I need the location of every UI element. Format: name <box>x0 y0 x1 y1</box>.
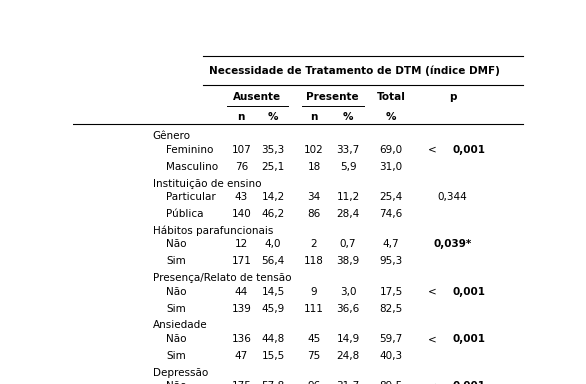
Text: 31,0: 31,0 <box>380 162 403 172</box>
Text: 76: 76 <box>234 162 248 172</box>
Text: Total: Total <box>377 92 406 102</box>
Text: 9: 9 <box>311 287 317 297</box>
Text: 44: 44 <box>234 287 248 297</box>
Text: Necessidade de Tratamento de DTM (índice DMF): Necessidade de Tratamento de DTM (índice… <box>209 65 500 76</box>
Text: 34: 34 <box>307 192 321 202</box>
Text: 56,4: 56,4 <box>261 257 285 266</box>
Text: 15,5: 15,5 <box>261 351 285 361</box>
Text: 45: 45 <box>307 334 321 344</box>
Text: 44,8: 44,8 <box>261 334 285 344</box>
Text: 0,039*: 0,039* <box>433 240 472 250</box>
Text: 31,7: 31,7 <box>336 381 360 384</box>
Text: <: < <box>428 145 437 155</box>
Text: 47: 47 <box>234 351 248 361</box>
Text: 102: 102 <box>304 145 324 155</box>
Text: 14,5: 14,5 <box>261 287 285 297</box>
Text: Ansiedade: Ansiedade <box>153 321 207 331</box>
Text: Particular: Particular <box>166 192 216 202</box>
Text: 0,001: 0,001 <box>452 381 485 384</box>
Text: Masculino: Masculino <box>166 162 219 172</box>
Text: 33,7: 33,7 <box>336 145 360 155</box>
Text: 111: 111 <box>304 304 324 314</box>
Text: 25,1: 25,1 <box>261 162 285 172</box>
Text: Instituição de ensino: Instituição de ensino <box>153 179 261 189</box>
Text: 0,344: 0,344 <box>438 192 468 202</box>
Text: Não: Não <box>166 287 187 297</box>
Text: 35,3: 35,3 <box>261 145 285 155</box>
Text: p: p <box>449 92 456 102</box>
Text: 107: 107 <box>231 145 251 155</box>
Text: Hábitos parafuncionais: Hábitos parafuncionais <box>153 226 273 236</box>
Text: 82,5: 82,5 <box>380 304 403 314</box>
Text: 40,3: 40,3 <box>380 351 403 361</box>
Text: 18: 18 <box>307 162 321 172</box>
Text: Ausente: Ausente <box>233 92 281 102</box>
Text: Presente: Presente <box>306 92 359 102</box>
Text: Não: Não <box>166 381 187 384</box>
Text: 136: 136 <box>231 334 251 344</box>
Text: 46,2: 46,2 <box>261 209 285 219</box>
Text: %: % <box>268 112 278 122</box>
Text: 3,0: 3,0 <box>340 287 356 297</box>
Text: 12: 12 <box>234 240 248 250</box>
Text: 95,3: 95,3 <box>380 257 403 266</box>
Text: 75: 75 <box>307 351 321 361</box>
Text: 118: 118 <box>304 257 324 266</box>
Text: %: % <box>343 112 353 122</box>
Text: 74,6: 74,6 <box>380 209 403 219</box>
Text: <: < <box>428 381 437 384</box>
Text: n: n <box>310 112 318 122</box>
Text: 0,7: 0,7 <box>340 240 356 250</box>
Text: 45,9: 45,9 <box>261 304 285 314</box>
Text: Sim: Sim <box>166 257 186 266</box>
Text: 5,9: 5,9 <box>340 162 356 172</box>
Text: 96: 96 <box>307 381 321 384</box>
Text: Depressão: Depressão <box>153 368 208 378</box>
Text: 0,001: 0,001 <box>452 334 485 344</box>
Text: Presença/Relato de tensão: Presença/Relato de tensão <box>153 273 291 283</box>
Text: n: n <box>237 112 245 122</box>
Text: %: % <box>386 112 396 122</box>
Text: 14,2: 14,2 <box>261 192 285 202</box>
Text: 11,2: 11,2 <box>336 192 360 202</box>
Text: 0,001: 0,001 <box>452 145 485 155</box>
Text: 36,6: 36,6 <box>336 304 360 314</box>
Text: <: < <box>428 334 437 344</box>
Text: 59,7: 59,7 <box>380 334 403 344</box>
Text: <: < <box>428 287 437 297</box>
Text: 25,4: 25,4 <box>380 192 403 202</box>
Text: 0,001: 0,001 <box>452 287 485 297</box>
Text: 4,0: 4,0 <box>265 240 281 250</box>
Text: 24,8: 24,8 <box>336 351 360 361</box>
Text: Feminino: Feminino <box>166 145 214 155</box>
Text: Sim: Sim <box>166 351 186 361</box>
Text: Gênero: Gênero <box>153 131 190 141</box>
Text: 38,9: 38,9 <box>336 257 360 266</box>
Text: 86: 86 <box>307 209 321 219</box>
Text: 2: 2 <box>311 240 317 250</box>
Text: Não: Não <box>166 240 187 250</box>
Text: Não: Não <box>166 334 187 344</box>
Text: 14,9: 14,9 <box>336 334 360 344</box>
Text: 140: 140 <box>231 209 251 219</box>
Text: 89,5: 89,5 <box>380 381 403 384</box>
Text: 43: 43 <box>234 192 248 202</box>
Text: 4,7: 4,7 <box>383 240 400 250</box>
Text: 57,8: 57,8 <box>261 381 285 384</box>
Text: Sim: Sim <box>166 304 186 314</box>
Text: 28,4: 28,4 <box>336 209 360 219</box>
Text: 175: 175 <box>231 381 251 384</box>
Text: Pública: Pública <box>166 209 204 219</box>
Text: 17,5: 17,5 <box>380 287 403 297</box>
Text: 171: 171 <box>231 257 251 266</box>
Text: 69,0: 69,0 <box>380 145 403 155</box>
Text: 139: 139 <box>231 304 251 314</box>
